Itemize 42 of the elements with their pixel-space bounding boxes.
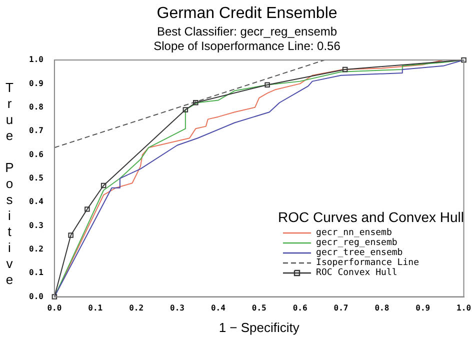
y-tick-label: 0.9 <box>28 78 44 88</box>
y-axis-title: True Positive <box>2 80 17 288</box>
y-tick-label: 0.4 <box>28 197 44 206</box>
y-tick-label: 1.0 <box>28 55 44 64</box>
x-tick-label: 0.7 <box>334 304 348 313</box>
y-tick-label: 0.1 <box>28 268 44 278</box>
x-tick-label: 0.5 <box>252 304 267 313</box>
chart-title: German Credit Ensemble <box>156 5 338 22</box>
y-tick-label: 0.3 <box>28 220 44 230</box>
x-tick-label: 0.1 <box>88 304 103 313</box>
x-tick-label: 0.9 <box>416 304 430 313</box>
legend-title: ROC Curves and Convex Hull <box>278 209 464 225</box>
point <box>68 232 74 238</box>
x-tick-label: 0.8 <box>374 304 390 313</box>
legend-label: gecr_nn_ensemb <box>316 228 392 238</box>
chart-subtitle: Best Classifier: gecr_reg_ensemb <box>156 24 338 39</box>
x-tick-label: 0.0 <box>47 304 62 313</box>
legend-label: ROC Convex Hull <box>316 268 398 278</box>
point <box>461 57 466 63</box>
y-tick-label: 0.7 <box>28 126 44 136</box>
x-tick-label: 0.2 <box>129 304 144 313</box>
text: Slope of Isoperformance Line: 0.56 <box>154 39 341 54</box>
legend-label: Isoperformance Line <box>316 258 419 268</box>
y-tick-label: 0.6 <box>28 150 44 159</box>
x-axis-title: 1 − Specificity <box>218 320 300 335</box>
legend-label: gecr_reg_ensemb <box>316 238 398 248</box>
y-tick-label: 0.0 <box>28 292 44 301</box>
x-tick-label: 0.6 <box>292 304 308 313</box>
y-tick-label: 0.2 <box>28 244 44 254</box>
point <box>193 100 198 106</box>
x-tick-label: 1.0 <box>456 304 472 313</box>
point <box>342 66 348 72</box>
x-tick-label: 0.4 <box>210 304 226 313</box>
y-tick-label: 0.8 <box>28 102 44 112</box>
point <box>182 107 188 112</box>
x-tick-label: 0.3 <box>170 304 185 313</box>
point <box>264 82 270 88</box>
y-tick-label: 0.5 <box>28 173 44 182</box>
point <box>52 294 58 300</box>
point <box>100 182 106 188</box>
legend-label: gecr_tree_ensemb <box>316 248 403 258</box>
point <box>84 206 90 212</box>
